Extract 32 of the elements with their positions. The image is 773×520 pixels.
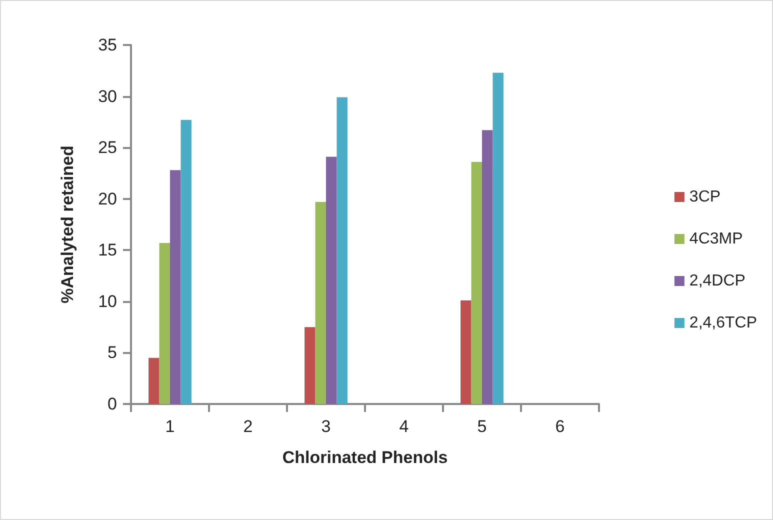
bar [304, 327, 316, 404]
legend-label: 2,4,6TCP [689, 314, 758, 332]
bar [180, 120, 192, 404]
bar [460, 300, 472, 404]
y-tick-label: 35 [98, 36, 117, 54]
bar [482, 130, 493, 404]
bar [336, 97, 348, 404]
y-tick-label: 20 [98, 189, 117, 208]
bar [471, 162, 482, 404]
y-axis-title: %Analyted retained [58, 146, 77, 304]
bar [159, 242, 170, 404]
x-tick-label: 6 [555, 417, 565, 436]
legend-label: 4C3MP [689, 230, 743, 248]
legend-label: 2,4DCP [689, 272, 746, 290]
x-tick-label: 2 [243, 417, 253, 436]
bar [148, 358, 160, 404]
y-tick-label: 15 [98, 240, 117, 260]
bar [492, 72, 504, 404]
legend-label: 3CP [689, 188, 721, 206]
y-tick-label: 30 [98, 86, 117, 106]
x-tick-label: 4 [399, 417, 409, 436]
bar [326, 156, 337, 404]
y-tick-label: 10 [98, 292, 117, 311]
x-tick-label: 5 [477, 417, 487, 436]
bar [315, 202, 326, 404]
x-tick-label: 1 [165, 417, 175, 436]
y-tick-label: 0 [108, 394, 117, 414]
x-tick-label: 3 [321, 417, 331, 436]
y-tick-label: 25 [98, 138, 117, 158]
bar [170, 170, 181, 404]
y-tick-label: 5 [108, 343, 117, 362]
x-axis-title: Chlorinated Phenols [282, 448, 448, 467]
